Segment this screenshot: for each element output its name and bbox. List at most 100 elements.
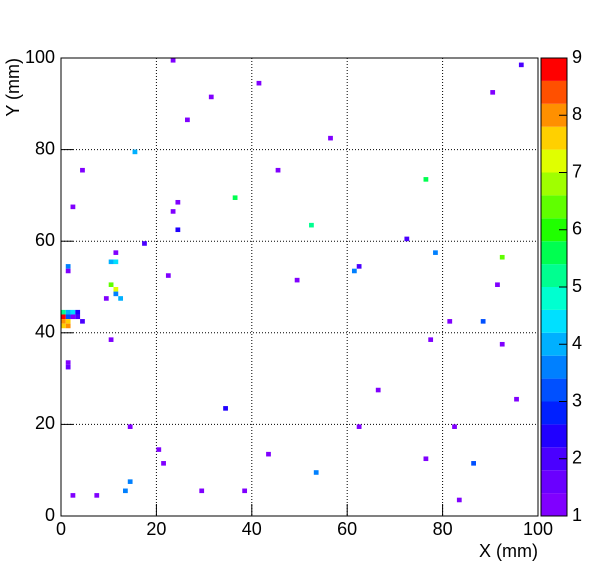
palette-band [541,264,567,287]
z-tick-label: 9 [572,47,582,67]
cell [113,259,119,265]
cell [223,406,228,411]
cell [199,488,205,494]
cell [108,259,114,265]
cell [275,167,281,173]
z-tick-label: 8 [572,104,582,124]
x-tick-label: 40 [242,519,262,539]
cell [61,319,66,324]
palette-band [541,80,567,104]
cell [242,488,248,494]
cell [170,209,176,214]
cell [118,296,124,301]
z-tick-label: 1 [572,505,582,525]
palette-band [541,103,567,127]
cell [65,323,71,329]
palette-band [541,332,567,356]
cell [208,94,214,100]
cell [175,199,181,205]
cell [65,360,71,365]
cell [65,319,71,324]
cell [514,396,519,402]
y-tick-label: 20 [35,413,55,433]
y-tick-label: 60 [35,230,55,250]
cell [94,493,100,498]
z-tick-label: 7 [572,161,582,181]
cell [313,470,319,475]
plot-frame [60,57,539,517]
cell [75,309,81,315]
palette-band [541,378,567,402]
x-tick-label: 80 [433,519,453,539]
cell [70,314,76,320]
cell [328,135,333,141]
cell [185,117,190,123]
cell [103,296,109,301]
cell [108,337,114,342]
cell [170,58,176,63]
cell [423,177,429,182]
cell [65,309,71,315]
cell [175,227,181,233]
cell [142,241,147,246]
x-tick-label: 0 [56,519,66,539]
cell [80,167,85,173]
palette-band [541,493,567,516]
cell [433,250,438,255]
cell [232,195,238,200]
palette-band [541,126,567,150]
cell [495,282,500,287]
palette-band [541,149,567,173]
palette-band [541,241,567,265]
cell [471,461,476,466]
cell [518,62,524,68]
y-tick-label: 80 [35,138,55,158]
cell [456,497,462,503]
cell [161,461,166,466]
x-tick-label: 20 [146,519,166,539]
y-axis-title: Y (mm) [3,58,23,117]
cell [375,387,381,393]
cell [113,291,119,297]
y-tick-label: 100 [25,47,55,67]
palette-band [541,195,567,219]
cell [499,341,505,347]
x-tick-label: 100 [523,519,553,539]
cell [165,273,171,278]
palette-band [541,218,567,242]
palette-band [541,58,567,81]
cell [423,456,429,462]
cell [108,282,114,287]
cell [428,337,434,342]
cell [65,264,71,269]
cell [80,319,85,324]
z-tick-label: 5 [572,276,582,296]
cell [156,447,162,452]
cell [61,309,66,315]
z-tick-label: 3 [572,390,582,410]
cell [123,488,128,494]
cell [113,287,119,292]
cell [65,364,71,370]
palette-band [541,447,567,471]
palette-band [541,355,567,379]
palette-band [541,309,567,333]
cell [480,319,486,324]
z-tick-label: 2 [572,448,582,468]
cell [294,277,300,283]
cell [65,268,71,274]
z-tick-label: 4 [572,333,582,353]
cell [309,222,314,228]
y-tick-label: 40 [35,322,55,342]
cell [61,314,66,320]
cell [70,493,76,498]
cell [61,323,66,329]
cell [70,204,76,210]
cell [447,319,453,324]
z-tick-label: 6 [572,219,582,239]
cell [256,80,262,86]
palette-band [541,470,567,494]
cell [490,90,496,95]
